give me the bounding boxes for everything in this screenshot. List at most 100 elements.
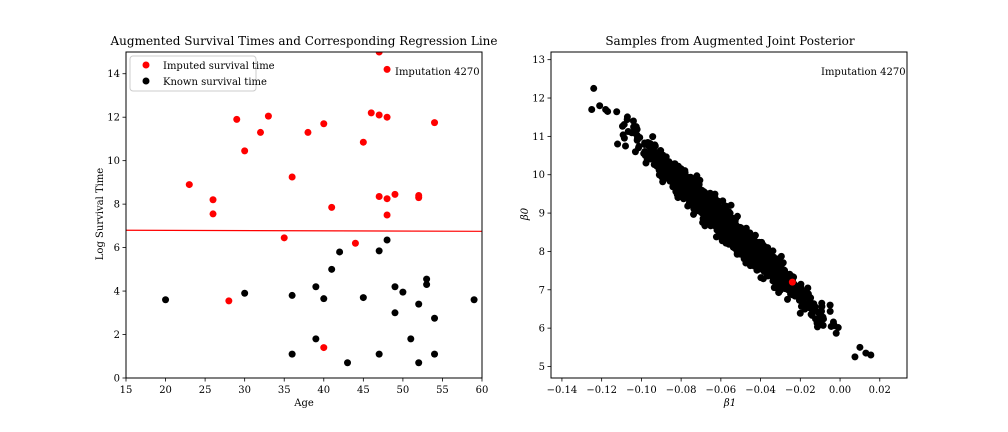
posterior-sample-point [751,239,759,247]
survival-marks [126,52,482,367]
posterior-sample-point [711,199,719,207]
known-point [391,309,399,317]
survival-panel: Augmented Survival Times and Correspondi… [95,34,498,409]
known-point [423,275,431,283]
regression-line [126,229,482,232]
posterior-sample-point [633,134,641,142]
current-imputation-point [788,278,796,286]
imputed-point [367,109,375,117]
posterior-sample-point [649,133,657,141]
posterior-sample-point [818,299,826,307]
known-point [312,283,320,291]
posterior-sample-point [710,215,718,223]
posterior-sample-point [851,353,859,361]
survival-legend: Imputed survival time Known survival tim… [129,55,275,92]
imputed-point [209,210,217,218]
imputed-point [359,138,367,146]
y-tick-label: 5 [539,362,545,373]
posterior-sample-point [613,108,621,116]
posterior-sample-point [733,237,741,245]
imputed-point [431,119,439,127]
posterior-sample-point [711,190,719,198]
survival-plot-area: 15 20 25 30 35 40 45 50 55 60 0 2 4 6 8 10 12 14 [107,51,489,396]
posterior-imputation-annotation: Imputation 4270 [821,67,906,78]
imputed-point [225,297,233,305]
posterior-sample-point [716,212,724,220]
posterior-sample-point [693,185,701,193]
posterior-sample-point [604,107,612,115]
posterior-panel: Samples from Augmented Joint Posterior −… [520,34,908,409]
posterior-sample-point [734,229,742,237]
x-tick-label: −0.08 [666,385,697,396]
posterior-sample-point [759,246,767,254]
posterior-sample-point [862,349,870,357]
imputed-point [233,115,241,123]
imputed-point [241,147,249,155]
imputed-point [383,211,391,219]
imputed-point [383,195,391,203]
posterior-sample-point [633,125,641,133]
imputed-point [320,344,328,352]
posterior-chart-title: Samples from Augmented Joint Posterior [605,34,855,48]
known-point [344,359,352,367]
posterior-sample-point [832,329,840,337]
imputed-point [375,193,383,201]
known-point [415,300,423,308]
posterior-sample-point [725,220,733,228]
y-tick-label: 11 [532,132,545,143]
y-tick-label: 13 [532,55,545,66]
known-point [359,294,367,302]
x-tick-label: 0.02 [869,385,891,396]
y-tick-label: 12 [107,113,120,124]
imputed-point [288,173,296,181]
posterior-sample-point [635,142,643,150]
y-tick-label: 7 [539,285,545,296]
posterior-sample-point [737,247,745,255]
posterior-sample-point [764,264,772,272]
posterior-sample-point [726,209,734,217]
posterior-sample-point [619,122,627,130]
imputed-point [304,128,312,136]
y-tick-label: 10 [107,156,120,167]
known-point [336,248,344,256]
survival-chart-title: Augmented Survival Times and Correspondi… [110,34,498,48]
posterior-sample-point [707,221,715,229]
posterior-sample-point [792,287,800,295]
imputed-point [320,120,328,128]
axes-frame [125,51,483,379]
posterior-sample-point [683,176,691,184]
legend-known-label: Known survival time [163,77,267,88]
posterior-sample-point [757,262,765,270]
posterior-sample-point [799,294,807,302]
imputed-point [383,113,391,121]
x-tick-label: −0.04 [745,385,776,396]
posterior-marks [588,84,875,361]
posterior-y-axis-label: β0 [520,207,531,221]
known-point [383,236,391,244]
imputed-point [375,111,383,119]
posterior-sample-point [661,154,669,162]
posterior-sample-point [809,304,817,312]
posterior-sample-point [747,250,755,258]
posterior-sample-point [806,296,814,304]
posterior-sample-point [808,311,816,319]
posterior-sample-point [716,225,724,233]
posterior-sample-point [620,134,628,142]
posterior-sample-point [775,271,783,279]
x-tick-label: −0.12 [586,385,617,396]
posterior-sample-point [664,174,672,182]
posterior-sample-point [797,280,805,288]
imputed-point [328,203,336,211]
x-tick-label: −0.10 [626,385,657,396]
imputed-point [351,239,359,247]
known-point [375,247,383,255]
posterior-sample-point [768,254,776,262]
y-tick-label: 6 [539,324,545,335]
imputed-point [209,196,217,204]
imputed-point [391,190,399,198]
posterior-sample-point [693,175,701,183]
posterior-plot-area: −0.14 −0.12 −0.10 −0.08 −0.06 −0.04 −0.02 0.00 0… [532,51,908,396]
x-tick-label: 60 [476,385,489,396]
survival-imputation-annotation: Imputation 4270 [395,67,480,78]
posterior-sample-point [721,225,729,233]
